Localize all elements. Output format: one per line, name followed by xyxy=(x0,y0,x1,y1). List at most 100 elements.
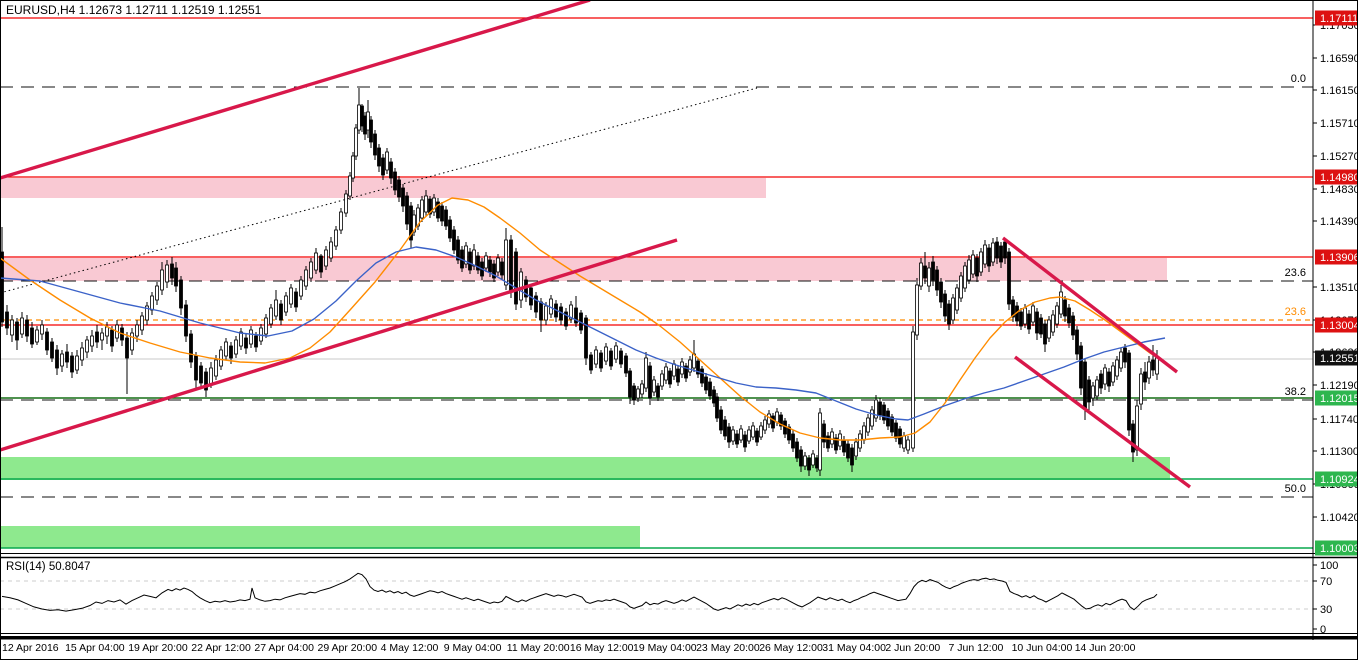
rsi-line xyxy=(1,572,1158,612)
candle-body xyxy=(727,426,731,443)
candle-body xyxy=(915,284,919,336)
candle-body xyxy=(170,263,174,279)
candle-body xyxy=(1011,299,1015,318)
time-axis-label: 12 Apr 2016 xyxy=(2,642,59,654)
candle-body xyxy=(314,252,318,271)
candle-body xyxy=(1095,379,1099,397)
ma-blue xyxy=(0,246,1166,421)
candle-body xyxy=(514,251,518,305)
candle-body xyxy=(771,415,775,429)
price-badge-label: 1.17111 xyxy=(1320,13,1358,25)
candle-body xyxy=(1083,361,1087,409)
candle-body xyxy=(45,331,49,351)
candle-body xyxy=(179,279,183,309)
time-axis-label: 14 Jun 20:00 xyxy=(1075,642,1136,654)
candle-body xyxy=(959,275,963,299)
price-badge-1.10003 xyxy=(1315,540,1357,556)
candle-body xyxy=(723,419,727,437)
candle-body xyxy=(767,413,771,425)
rsi-scale-label: 0 xyxy=(1320,624,1326,636)
time-axis-label: 26 May 12:00 xyxy=(759,642,823,654)
candle-body xyxy=(80,347,84,361)
candle-body xyxy=(775,411,779,423)
price-badge-1.12551 xyxy=(1315,350,1357,366)
time-axis-label: 15 Apr 04:00 xyxy=(65,642,125,654)
candle-body xyxy=(363,115,367,135)
candle-body xyxy=(1039,317,1043,335)
candle-body xyxy=(854,441,858,457)
time-axis-label: 19 May 04:00 xyxy=(633,642,697,654)
candle-body xyxy=(1059,291,1063,315)
candle-body xyxy=(304,269,308,287)
candle-body xyxy=(842,439,846,453)
candle-body xyxy=(284,295,288,313)
candle-body xyxy=(676,368,680,383)
descending-channel-lower xyxy=(1013,355,1192,489)
price-badge-1.12015 xyxy=(1315,390,1357,406)
price-axis-label: 1.13510 xyxy=(1320,282,1358,294)
candle-body xyxy=(1151,359,1155,371)
candle-body xyxy=(5,311,9,329)
candle-body xyxy=(943,293,947,317)
candle-body xyxy=(589,354,593,371)
candle-body xyxy=(708,381,712,397)
candle-body xyxy=(979,251,983,273)
candle-body xyxy=(874,399,878,419)
fib-level-label: 23.6 xyxy=(1285,267,1306,279)
descending-channel-upper xyxy=(1001,236,1179,374)
time-axis-label: 31 May 04:00 xyxy=(822,642,886,654)
ma-orange xyxy=(0,197,1166,441)
candle-body xyxy=(412,214,416,233)
candle-body xyxy=(664,366,668,381)
candle-body xyxy=(632,385,636,401)
candle-body xyxy=(214,359,218,377)
candle-body xyxy=(906,439,910,451)
candle-body xyxy=(476,255,480,271)
candle-body xyxy=(1003,241,1007,259)
candle-body xyxy=(1035,311,1039,334)
candle-body xyxy=(862,425,866,441)
candle-body xyxy=(1143,371,1147,383)
candle-body xyxy=(354,127,358,157)
price-axis[interactable]: 1.170301.165901.161501.157101.152701.148… xyxy=(1313,20,1358,524)
fib-level-label: 50.0 xyxy=(1285,483,1306,495)
candle-body xyxy=(534,295,538,313)
candle-body xyxy=(1067,307,1071,324)
candle-body xyxy=(75,355,79,371)
candle-body xyxy=(783,420,787,435)
candle-body xyxy=(680,361,684,375)
candle-body xyxy=(496,257,500,273)
time-axis-label: 4 May 12:00 xyxy=(381,642,439,654)
candle-body xyxy=(779,414,783,427)
candle-body xyxy=(269,307,273,325)
candle-body xyxy=(955,287,959,311)
candle-body xyxy=(624,355,628,374)
candle-body xyxy=(244,337,248,349)
candle-body xyxy=(234,339,238,355)
support-zone xyxy=(0,526,640,548)
candle-body xyxy=(599,352,603,369)
candle-body xyxy=(787,426,791,441)
dotted-trendline xyxy=(0,87,758,294)
candle-body xyxy=(85,339,89,353)
candle-body xyxy=(1031,305,1035,323)
price-badge-label: 1.10924 xyxy=(1320,474,1358,486)
candle-body xyxy=(229,345,233,359)
candle-body xyxy=(700,368,704,384)
time-axis[interactable]: 12 Apr 2016 15 Apr 04:00 19 Apr 20:00 22 Ap… xyxy=(2,642,1136,654)
candle-body xyxy=(747,429,751,442)
candle-body xyxy=(60,353,64,367)
candle-body xyxy=(656,385,660,398)
candle-body xyxy=(1111,365,1115,383)
candle-body xyxy=(1131,423,1135,453)
candle-body xyxy=(1079,345,1083,389)
price-badge-label: 1.10003 xyxy=(1320,543,1358,555)
candle-body xyxy=(40,324,44,335)
candle-body xyxy=(299,279,303,297)
candle-body xyxy=(135,324,139,337)
candle-body xyxy=(366,111,370,131)
candle-body xyxy=(1115,359,1119,377)
candle-body xyxy=(199,365,203,384)
candle-body xyxy=(125,337,129,359)
